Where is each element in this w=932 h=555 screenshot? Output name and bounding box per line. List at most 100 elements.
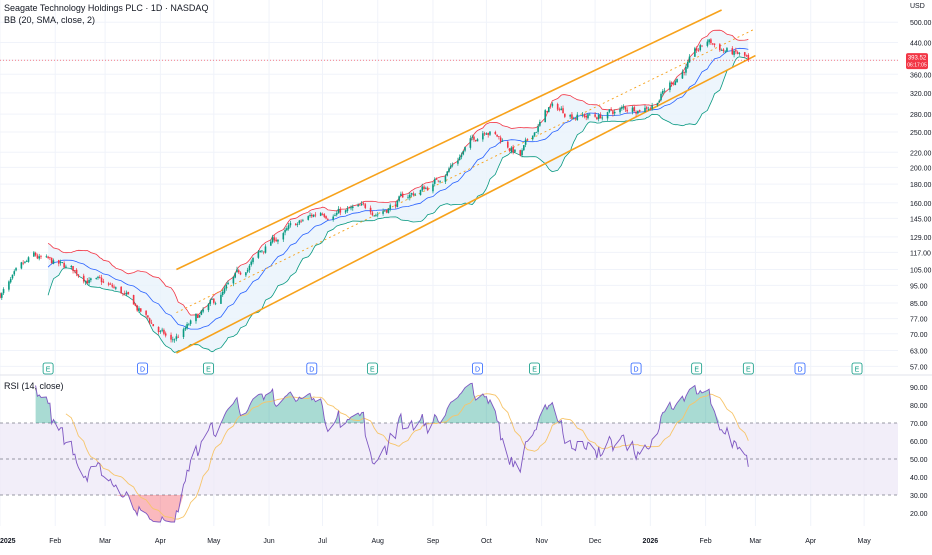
candle-body: [437, 180, 440, 182]
candle-body: [496, 134, 498, 137]
candle-body: [314, 214, 317, 216]
price-axis-label: 85.00: [910, 301, 928, 308]
candle-body: [132, 295, 135, 305]
candle-body: [426, 187, 429, 191]
currency-label: USD: [910, 3, 925, 10]
rsi-axis-label: 90.00: [910, 385, 928, 392]
candle-body: [637, 110, 639, 114]
candle-body: [182, 329, 185, 337]
candle-body: [227, 282, 229, 285]
time-axis-label: Jun: [263, 538, 274, 545]
candle-body: [211, 298, 213, 300]
candle-body: [298, 220, 301, 224]
candle-body: [421, 186, 424, 191]
candle-body: [72, 266, 74, 271]
candle-body: [382, 211, 384, 214]
event-marker-e: [529, 362, 540, 375]
candle-body: [710, 39, 712, 44]
candle-body: [626, 109, 628, 112]
bb-legend[interactable]: BB (20, SMA, close, 2): [4, 15, 96, 25]
candle-body: [252, 257, 254, 263]
candle-body: [335, 213, 338, 215]
candle-body: [300, 220, 302, 222]
candle-body: [309, 214, 311, 217]
candle-body: [597, 114, 600, 119]
candle-body: [688, 56, 691, 63]
candle-body: [74, 270, 76, 271]
candle-body: [312, 214, 315, 217]
event-marker-d: [472, 362, 483, 375]
candle-body: [738, 53, 741, 54]
candle-body: [270, 241, 272, 246]
candle-body: [619, 108, 621, 113]
candle-body: [20, 262, 23, 269]
rsi-legend[interactable]: RSI (14, close): [4, 381, 64, 391]
candle-body: [423, 186, 425, 190]
candle-body: [695, 48, 698, 51]
candle-body: [323, 214, 326, 217]
candle-body: [351, 206, 354, 208]
candle-body: [722, 49, 725, 52]
candle-body: [161, 329, 163, 331]
candle-body: [487, 133, 490, 135]
candle-body: [514, 149, 516, 152]
candle-body: [384, 210, 386, 212]
candle-body: [631, 107, 634, 113]
event-marker-d: [306, 362, 318, 375]
candle-body: [196, 314, 199, 319]
candle-body: [250, 261, 253, 265]
candle-body: [86, 280, 89, 284]
candle-body: [606, 112, 609, 119]
candle-body: [362, 203, 365, 204]
candle-body: [325, 216, 327, 219]
candle-body: [546, 110, 548, 112]
candle-body: [49, 257, 51, 259]
candle-body: [524, 139, 527, 145]
candle-body: [50, 257, 53, 264]
candle-body: [344, 210, 347, 213]
candle-body: [674, 81, 677, 86]
bb-fill: [48, 30, 749, 353]
candle-body: [408, 194, 411, 198]
candle-body: [150, 322, 153, 324]
candle-body: [77, 274, 80, 277]
candle-body: [719, 44, 721, 51]
candle-body: [8, 281, 10, 290]
candle-body: [747, 54, 750, 61]
candle-body: [100, 277, 103, 283]
candle-body: [489, 131, 491, 135]
candle-body: [508, 148, 511, 151]
candle-body: [257, 251, 260, 258]
time-axis-label: Sep: [427, 538, 440, 545]
time-axis-label: Feb: [49, 538, 61, 545]
candle-body: [460, 154, 463, 158]
candle-body: [482, 133, 484, 140]
price-axis-label: 129.00: [910, 235, 932, 242]
last-price-badge: [906, 53, 928, 70]
candle-body: [549, 106, 552, 108]
candle-body: [670, 82, 673, 84]
price-axis-label: 63.00: [910, 348, 928, 355]
rsi-pane: [0, 382, 898, 523]
price-axis-label: 280.00: [910, 112, 932, 119]
candle-body: [449, 165, 452, 168]
candle-body: [277, 239, 279, 242]
candle-body: [332, 216, 334, 220]
candle-body: [444, 176, 447, 182]
price-axis-label: 77.00: [910, 317, 928, 324]
time-axis-label: Apr: [155, 538, 167, 545]
event-marker-d: [630, 362, 642, 375]
symbol-legend[interactable]: Seagate Technology Holdings PLC · 1D · N…: [4, 3, 209, 13]
candle-body: [724, 51, 726, 53]
candle-body: [271, 236, 274, 243]
candle-body: [471, 137, 473, 138]
price-axis-label: 200.00: [910, 165, 932, 172]
event-marker-label: E: [46, 367, 51, 374]
rsi-axis-label: 50.00: [910, 457, 928, 464]
candle-body: [726, 48, 728, 52]
channel-upper-line: [176, 9, 722, 271]
last-price-value: 393.52: [908, 56, 927, 62]
candle-body: [571, 114, 573, 119]
candle-body: [139, 308, 142, 312]
